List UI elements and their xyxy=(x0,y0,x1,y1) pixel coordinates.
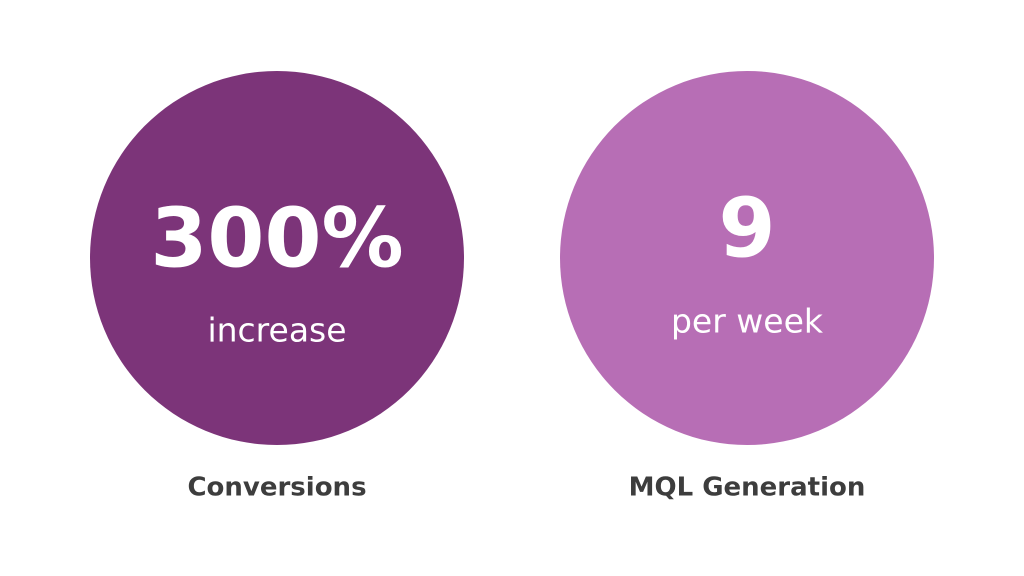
stat-circle xyxy=(90,71,464,445)
stat-value: 300% xyxy=(150,191,403,286)
stat-value: 9 xyxy=(718,181,775,276)
stat-caption: per week xyxy=(671,302,824,341)
stat-label: Conversions xyxy=(187,473,366,503)
stat-label: MQL Generation xyxy=(629,473,866,503)
stat-circle xyxy=(560,71,934,445)
stat-caption: increase xyxy=(207,311,346,350)
